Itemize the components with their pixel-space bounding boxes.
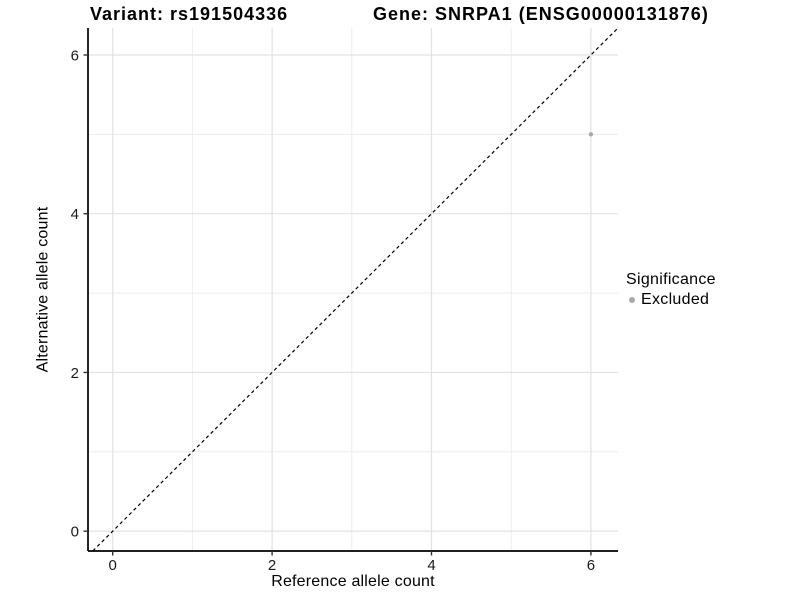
y-tick-label: 6 xyxy=(71,47,79,64)
data-point xyxy=(588,132,594,137)
plot-title-gene: Gene: SNRPA1 (ENSG00000131876) xyxy=(373,4,709,24)
x-tick-label: 2 xyxy=(268,557,276,574)
y-axis-title: Alternative allele count xyxy=(34,206,52,373)
y-tick-label: 2 xyxy=(71,365,79,382)
plot-canvas: 0 2 4 6 0 2 4 6 xyxy=(71,27,619,574)
legend-item-label: Excluded xyxy=(641,291,710,308)
x-axis-title: Reference allele count xyxy=(271,573,435,590)
legend: Significance Excluded xyxy=(626,271,796,309)
y-tick-label: 0 xyxy=(71,524,79,541)
legend-key-dot-icon xyxy=(629,297,635,303)
plot-panel: 0 2 4 6 0 2 4 6 xyxy=(71,27,619,574)
x-tick-label: 0 xyxy=(109,557,117,574)
legend-title: Significance xyxy=(626,271,716,288)
plot-title-variant: Variant: rs191504336 xyxy=(90,4,289,24)
x-tick-label: 4 xyxy=(427,557,435,574)
legend-item-excluded: Excluded xyxy=(626,291,796,309)
x-tick-label: 6 xyxy=(587,557,595,574)
identity-reference-line xyxy=(92,27,619,552)
y-tick-label: 4 xyxy=(71,206,79,223)
